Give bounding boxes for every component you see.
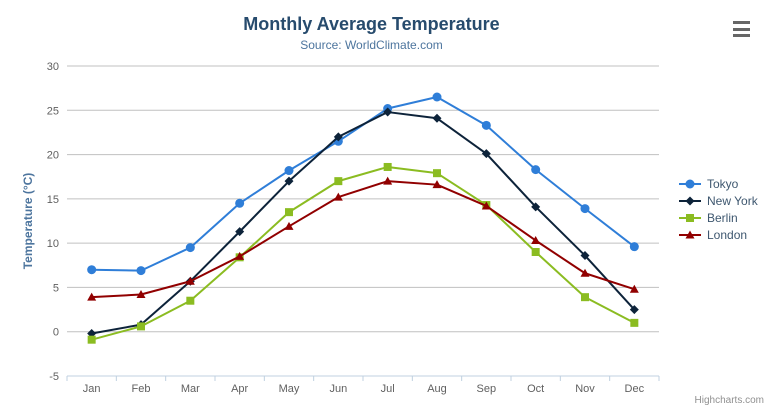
y-axis-label: 25 [47, 105, 59, 117]
y-axis-label: 15 [47, 194, 59, 206]
chart-title: Monthly Average Temperature [243, 14, 500, 34]
legend-label: Tokyo [707, 177, 739, 191]
series-new-york[interactable] [87, 107, 639, 338]
x-axis-label: Sep [477, 383, 497, 395]
credits-link[interactable]: Highcharts.com [694, 395, 764, 406]
legend-label: London [707, 228, 748, 242]
y-axis-title: Temperature (°C) [21, 172, 35, 270]
y-axis-label: 20 [47, 150, 59, 162]
y-axis-label: 10 [47, 238, 59, 250]
hamburger-menu-icon[interactable] [731, 20, 752, 38]
x-axis-label: Nov [575, 383, 595, 395]
legend-item-tokyo[interactable]: Tokyo [678, 176, 758, 192]
x-axis-label: May [279, 383, 300, 395]
x-axis-label: Aug [427, 383, 447, 395]
y-axis-label: -5 [49, 371, 59, 383]
legend: Tokyo New York Berlin London [678, 176, 758, 244]
x-axis-label: Oct [527, 383, 544, 395]
legend-item-new-york[interactable]: New York [678, 193, 758, 209]
diamond-marker-icon [679, 196, 701, 206]
circle-marker-icon [679, 179, 701, 189]
square-marker-icon [679, 214, 701, 222]
triangle-marker-icon [679, 230, 701, 239]
legend-label: New York [707, 194, 758, 208]
x-axis-label: Dec [625, 383, 645, 395]
y-axis-label: 5 [53, 282, 59, 294]
series-tokyo[interactable] [87, 92, 639, 276]
legend-item-london[interactable]: London [678, 227, 758, 243]
x-axis-label: Apr [231, 383, 248, 395]
legend-item-berlin[interactable]: Berlin [678, 210, 758, 226]
x-axis-label: Jul [381, 383, 395, 395]
chart-subtitle: Source: WorldClimate.com [300, 38, 443, 52]
y-axis-label: 0 [53, 327, 59, 339]
x-axis-label: Mar [181, 383, 200, 395]
legend-label: Berlin [707, 211, 738, 225]
x-axis-label: Feb [132, 383, 151, 395]
x-axis-label: Jan [83, 383, 101, 395]
series-london[interactable] [87, 176, 639, 301]
y-axis-label: 30 [47, 61, 59, 73]
x-axis-label: Jun [329, 383, 347, 395]
